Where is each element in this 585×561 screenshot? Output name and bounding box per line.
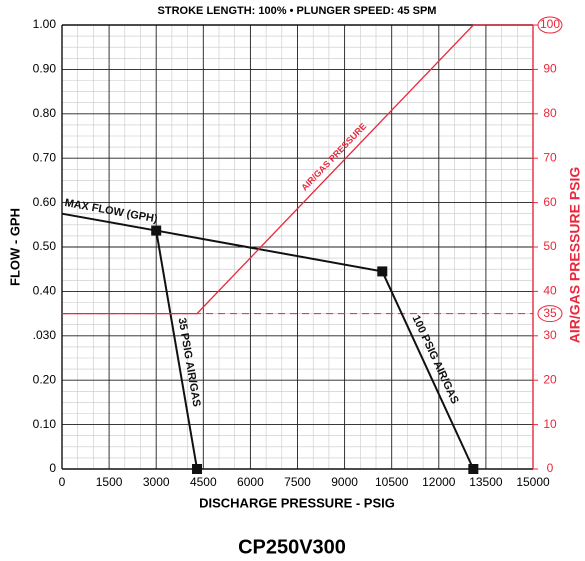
x-tick-label: 7500 [284,475,311,489]
y2-tick-label: 60 [543,195,557,209]
y2-tick-label: 10 [543,417,557,431]
series-label: 100 PSIG AIR/GAS [410,313,461,405]
point-marker [377,266,388,277]
x-tick-label: 3000 [143,475,170,489]
y2-tick-label: 40 [543,284,557,298]
y2-axis-label: AIR/GAS PRESSURE PSIG [567,167,583,344]
y-tick-label: 0.50 [33,239,57,253]
y2-tick-label: 90 [543,62,557,76]
x-tick-label: 1500 [96,475,123,489]
y-tick-label: 0.60 [33,195,57,209]
y-tick-label: 0.40 [33,284,57,298]
y2-tick-label: 80 [543,106,557,120]
y-tick-label: 1.00 [33,17,57,31]
x-tick-label: 12000 [422,475,456,489]
point-marker [151,225,162,236]
y2-tick-label: 20 [543,372,557,386]
point-marker [468,464,479,474]
series-line [61,212,383,273]
series-line [155,230,199,470]
y-tick-label: 0.10 [33,417,57,431]
circled-label: 100 [540,17,560,31]
y2-tick-label: 50 [543,239,557,253]
x-axis-label: DISCHARGE PRESSURE - PSIG [199,495,395,510]
series-label: AIR/GAS PRESSURE [299,121,368,193]
point-marker [192,464,203,474]
y-axis-label: FLOW - GPH [7,208,22,286]
model-name: CP250V300 [238,536,346,558]
circled-marker [537,16,563,34]
x-tick-label: 6000 [237,475,264,489]
y-tick-label: 0.20 [33,372,57,386]
y-tick-label: 0.80 [33,106,57,120]
x-tick-label: 10500 [375,475,409,489]
y-tick-label: 0.90 [33,62,57,76]
x-tick-label: 9000 [331,475,358,489]
x-tick-label: 15000 [516,475,550,489]
x-tick-label: 13500 [469,475,503,489]
chart-title: STROKE LENGTH: 100% • PLUNGER SPEED: 45 … [158,5,437,17]
circled-label: 35 [543,306,557,320]
y-tick-label: 0.70 [33,150,57,164]
series-line [62,24,533,315]
x-tick-label: 4500 [190,475,217,489]
series-line [381,271,475,470]
circled-marker [537,305,563,323]
y2-tick-label: 70 [543,150,557,164]
x-tick-label: 0 [59,475,66,489]
y2-tick-label: 30 [543,328,557,342]
y-tick-label: 0 [49,461,56,475]
y-tick-label: .030 [33,328,57,342]
y2-tick-label: 0 [547,461,554,475]
